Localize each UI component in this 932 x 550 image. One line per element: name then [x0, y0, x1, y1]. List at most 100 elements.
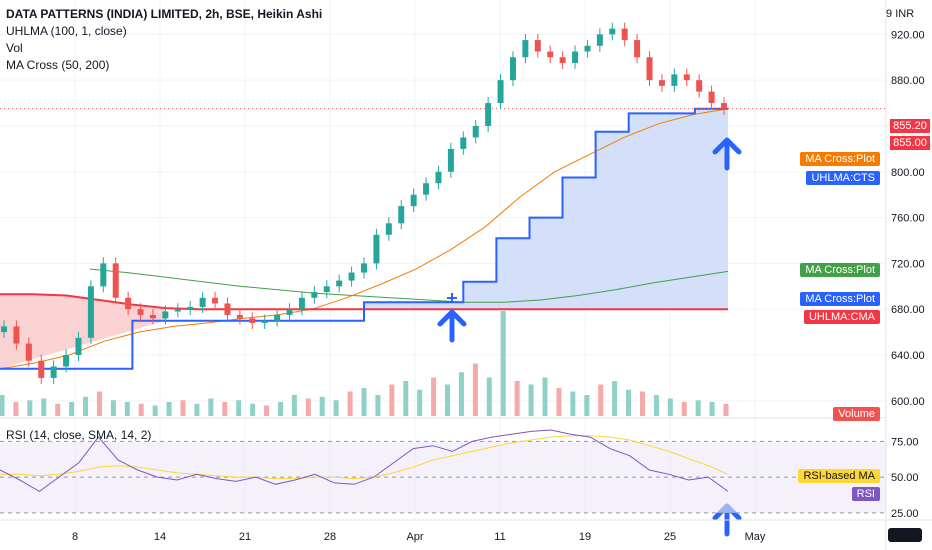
candle-body	[534, 40, 541, 52]
volume-bar	[681, 402, 687, 416]
volume-bar	[472, 363, 478, 416]
cma-cts-blue-fill	[364, 108, 728, 310]
rsi-ma-line	[0, 435, 729, 480]
volume-bar	[319, 396, 325, 416]
buy-signal-arrow	[437, 309, 467, 343]
volume-bar	[27, 400, 33, 416]
volume-bar	[486, 377, 492, 416]
volume-bar	[417, 389, 423, 416]
volume-bar	[250, 403, 256, 416]
uhlma-cma-badge: UHLMA:CMA	[803, 310, 880, 324]
candle-body	[286, 309, 293, 315]
volume-bar	[723, 403, 729, 416]
price-tick-label: 640.00	[891, 350, 925, 362]
candle-body	[398, 206, 405, 224]
volume-bar	[222, 402, 228, 416]
time-tick-label: 25	[664, 531, 676, 543]
candle-body	[447, 148, 454, 172]
volume-bar	[612, 381, 618, 416]
volume-bar	[709, 402, 715, 416]
volume-bar	[152, 405, 158, 416]
rsi-pane	[0, 429, 886, 514]
volume-bar	[333, 400, 339, 416]
candle-body	[435, 171, 442, 184]
volume-bar	[584, 395, 590, 416]
price-tick-label: 800.00	[891, 167, 925, 179]
price-tick-label: 600.00	[891, 396, 925, 408]
candle-body	[100, 263, 107, 287]
price-tick-label: 920.00	[891, 29, 925, 41]
candle-body	[323, 286, 330, 293]
volume-bar	[291, 395, 297, 416]
indicator-uhlma[interactable]: UHLMA (100, 1, close)	[6, 24, 127, 38]
time-tick-label: Apr	[406, 531, 423, 543]
chart-title: DATA PATTERNS (INDIA) LIMITED, 2h, BSE, …	[6, 7, 323, 21]
candle-body	[63, 355, 70, 367]
volume-bar	[500, 311, 506, 416]
volume-bar	[208, 398, 214, 416]
currency-label: 9 INR	[886, 8, 915, 20]
candle-body	[497, 80, 504, 104]
candle-body	[137, 309, 144, 315]
candle-body	[298, 297, 305, 310]
candle-body	[472, 125, 479, 138]
time-tick-label: 21	[239, 531, 251, 543]
volume-bar	[514, 381, 520, 416]
volume-bar	[347, 391, 353, 416]
candle-body	[609, 28, 616, 35]
rsi-tick-label: 25.00	[891, 508, 919, 520]
volume-bar	[69, 402, 75, 416]
volume-bar	[528, 384, 534, 416]
candle-body	[708, 91, 715, 104]
candle-body	[212, 297, 219, 304]
area-fills	[0, 108, 728, 369]
volume-bar	[166, 402, 172, 416]
candle-body	[236, 314, 243, 319]
volume-bar	[180, 400, 186, 416]
price-tick-label: 760.00	[891, 213, 925, 225]
volume-bar	[13, 402, 19, 416]
tradingview-logo	[888, 528, 922, 542]
volume-bar	[667, 398, 673, 416]
chart-legend: DATA PATTERNS (INDIA) LIMITED, 2h, BSE, …	[6, 6, 322, 74]
candle-body	[162, 311, 169, 319]
volume-bar	[695, 400, 701, 416]
time-tick-label: 14	[154, 531, 166, 543]
volume-bar	[598, 384, 604, 416]
indicator-vol[interactable]: Vol	[6, 41, 23, 55]
cma-cts-red-fill	[0, 294, 166, 369]
rsi-tick-label: 75.00	[891, 436, 919, 448]
candle-body	[460, 137, 467, 149]
candle-body	[199, 297, 206, 307]
uhlma-cts-line	[0, 107, 728, 370]
volume-bar	[236, 400, 242, 416]
candle-body	[361, 263, 367, 273]
volume-bar	[194, 403, 200, 416]
candle-body	[87, 286, 94, 338]
candle-body	[509, 57, 516, 81]
candles	[1, 22, 727, 384]
indicator-ma-cross[interactable]: MA Cross (50, 200)	[6, 58, 110, 72]
rsi-ma-badge: RSI-based MA	[798, 469, 880, 483]
candle-body	[385, 223, 392, 235]
volume-bar	[403, 381, 409, 416]
candle-body	[572, 51, 579, 63]
candle-body	[423, 183, 430, 195]
volume-bar	[458, 372, 464, 416]
candle-body	[621, 28, 628, 41]
volume-bar	[0, 395, 5, 416]
volume-bar	[626, 389, 632, 416]
rsi-legend[interactable]: RSI (14, close, SMA, 14, 2)	[6, 428, 152, 442]
candle-body	[584, 45, 591, 52]
ma200-line	[89, 268, 729, 303]
volume-bar	[653, 395, 659, 416]
indicator-lines	[0, 107, 886, 370]
candle-body	[25, 343, 32, 361]
volume-bar	[138, 403, 144, 416]
volume-bar	[110, 400, 116, 416]
time-tick-label: 8	[72, 531, 78, 543]
candle-body	[149, 314, 156, 319]
candle-body	[125, 297, 132, 310]
ma-cross-orange-badge: MA Cross:Plot	[800, 152, 880, 166]
